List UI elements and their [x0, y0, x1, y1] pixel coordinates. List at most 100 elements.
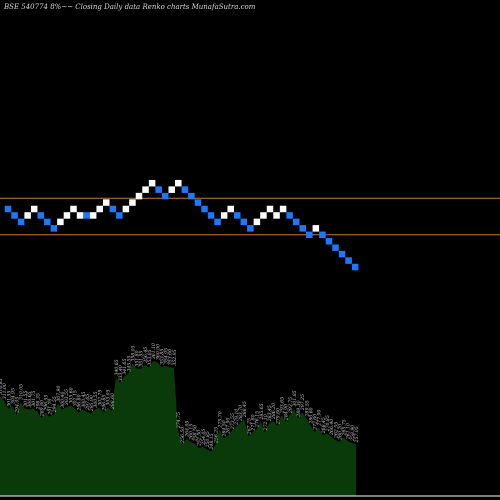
renko-brick-up — [96, 205, 103, 213]
volume-label: 260.20 — [337, 424, 343, 441]
volume-label: 333.40 — [118, 365, 124, 381]
volume-label: 289.80 — [39, 400, 45, 417]
volume-label: 316.85 — [0, 378, 4, 394]
renko-brick-down — [214, 218, 221, 226]
volume-label: 279.80 — [275, 408, 281, 425]
renko-brick-down — [155, 186, 162, 193]
volume-label: 264.05 — [184, 421, 190, 438]
volume-label: 303.05 — [106, 389, 112, 405]
volume-label: 261.10 — [346, 423, 352, 440]
volume-label: 274.75 — [176, 412, 182, 429]
volume-label: 353.05 — [147, 349, 153, 365]
renko-brick-up — [253, 218, 261, 226]
volume-label: 353.85 — [159, 349, 165, 365]
volume-label: 279.10 — [234, 409, 240, 426]
volume-label: 260.15 — [188, 424, 194, 441]
volume-label: 262.55 — [333, 422, 339, 439]
volume-label: 286.20 — [271, 403, 277, 420]
volume-label: 272.10 — [263, 414, 269, 431]
renko-brick-up — [103, 199, 110, 206]
volume-area-fill — [0, 361, 356, 496]
volume-label: 358.05 — [130, 345, 136, 361]
volume-label: 301.55 — [23, 391, 29, 407]
renko-bricks — [4, 179, 359, 271]
volume-label: 256.25 — [213, 427, 219, 444]
renko-brick-down — [161, 192, 169, 200]
renko-brick-up — [279, 205, 287, 213]
renko-brick-up — [227, 205, 234, 213]
volume-label: 341.65 — [122, 359, 128, 375]
renko-brick-up — [260, 212, 267, 219]
volume-label: 295.90 — [89, 395, 95, 412]
renko-brick-down — [234, 212, 241, 219]
volume-label: 300.45 — [81, 391, 87, 407]
volume-label: 248.15 — [209, 433, 215, 450]
volume-label: 284.90 — [284, 404, 290, 421]
renko-brick-down — [188, 192, 195, 200]
volume-label: 296.80 — [77, 394, 83, 411]
volume-label: 271.80 — [251, 414, 257, 431]
volume-label: 345.55 — [126, 355, 132, 371]
volume-label: 268.45 — [321, 417, 327, 434]
renko-brick-up — [273, 212, 280, 219]
renko-brick-down — [286, 212, 293, 219]
volume-label: 300.55 — [93, 391, 99, 407]
volume-label: 256.50 — [180, 427, 186, 444]
renko-brick-down — [194, 199, 202, 206]
renko-brick-down — [50, 225, 58, 232]
chart-title: BSE 540774 8%~~ Closing Daily data Renko… — [4, 3, 256, 11]
volume-label: 353.60 — [168, 349, 174, 365]
renko-brick-down — [11, 212, 18, 219]
volume-label: 302.75 — [97, 390, 103, 406]
volume-label: 250.85 — [205, 431, 211, 448]
renko-brick-up — [76, 212, 84, 219]
renko-brick-down — [351, 263, 359, 271]
renko-brick-up — [175, 179, 182, 187]
volume-label: 288.45 — [242, 401, 248, 418]
volume-label: 354.95 — [164, 348, 170, 364]
renko-brick-up — [129, 199, 136, 206]
renko-brick-down — [207, 212, 215, 219]
volume-label: 300.40 — [60, 392, 66, 408]
renko-brick-down — [83, 212, 90, 219]
volume-label: 267.25 — [246, 418, 252, 435]
renko-brick-up — [220, 212, 228, 219]
volume-label: 289.55 — [304, 400, 310, 417]
renko-brick-down — [37, 212, 44, 219]
renko-brick-up — [266, 205, 274, 213]
volume-label: 300.65 — [27, 391, 33, 407]
renko-brick-down — [116, 212, 123, 219]
volume-area — [0, 361, 356, 496]
volume-label: 302.15 — [73, 390, 79, 406]
reference-lines — [0, 197, 500, 236]
renko-brick-down — [44, 218, 51, 226]
renko-brick-up — [57, 218, 64, 226]
volume-label: 257.05 — [354, 426, 360, 443]
volume-label: 301.85 — [292, 390, 298, 406]
volume-label: 293.75 — [288, 397, 294, 414]
volume-label: 305.60 — [68, 387, 74, 403]
renko-brick-down — [338, 250, 346, 258]
volume-label: 280.60 — [308, 407, 314, 424]
volume-label: 351.80 — [135, 350, 141, 366]
volume-label: 273.55 — [230, 413, 236, 430]
volume-label: 294.05 — [15, 397, 21, 414]
volume-label: 352.95 — [172, 349, 178, 365]
volume-label: 291.70 — [48, 398, 54, 415]
volume-label: 296.65 — [101, 395, 107, 412]
volume-label: 285.65 — [259, 403, 265, 420]
renko-brick-down — [332, 244, 339, 251]
renko-brick-down — [17, 218, 25, 226]
volume-label: 296.55 — [44, 395, 50, 412]
volume-label: 297.25 — [300, 394, 306, 411]
renko-brick-up — [63, 212, 71, 219]
volume-label: 283.45 — [267, 405, 273, 422]
renko-brick-up — [70, 205, 77, 213]
renko-brick-up — [142, 186, 149, 193]
renko-brick-down — [299, 225, 306, 232]
volume-label: 298.60 — [110, 393, 116, 410]
volume-label: 356.45 — [143, 347, 149, 363]
renko-brick-down — [240, 218, 248, 226]
